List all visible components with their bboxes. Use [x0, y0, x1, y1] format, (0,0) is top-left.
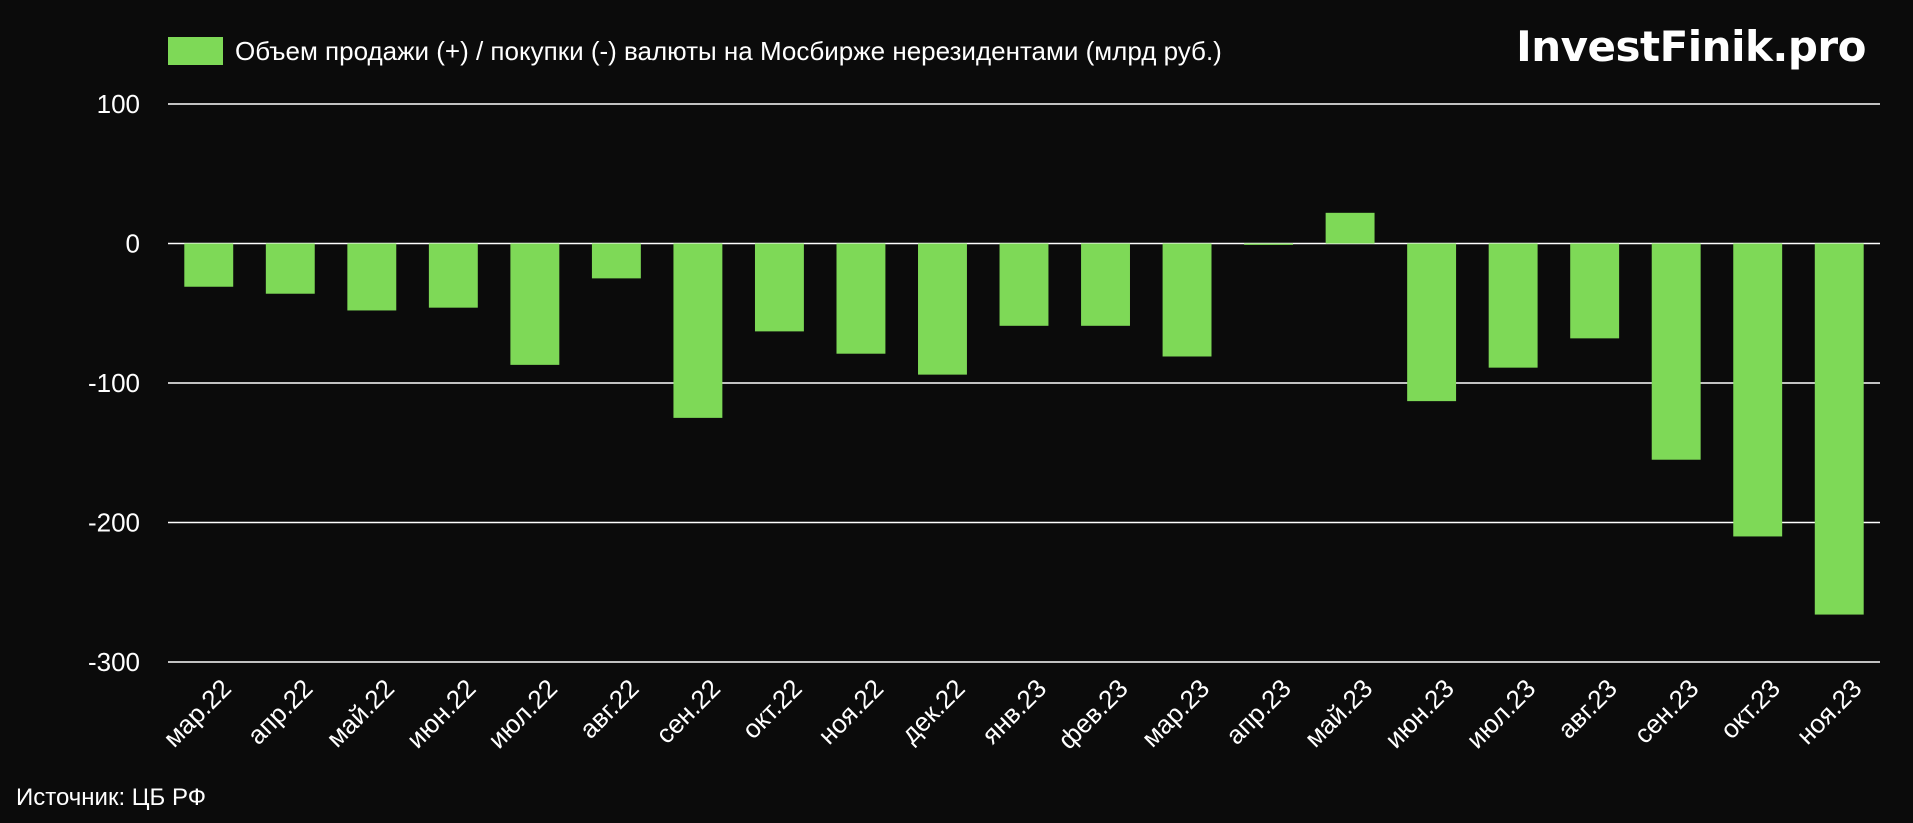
x-tick-label: июл.22 — [482, 673, 563, 754]
x-tick-label: сен.22 — [650, 673, 726, 749]
y-tick-label: 100 — [97, 89, 140, 119]
x-axis-labels: мар.22 апр.22 май.22 июн.22 июл.22 авг.22 сен.… — [157, 673, 1867, 755]
bar-ноя.22 — [836, 243, 886, 354]
brand-logo-text: InvestFinik.pro — [1516, 22, 1866, 71]
y-tick-label: -200 — [88, 508, 140, 538]
bar-авг.22 — [591, 243, 641, 279]
bar-дек.22 — [918, 243, 967, 375]
bar-окт.22 — [754, 243, 804, 332]
x-tick-label: июн.23 — [1379, 673, 1460, 754]
bar-ноя.23 — [1814, 243, 1864, 615]
x-tick-label: май.23 — [1298, 673, 1378, 753]
x-tick-label: окт.22 — [736, 673, 808, 745]
x-tick-label: дек.22 — [895, 673, 971, 749]
grid-lines — [168, 103, 1880, 663]
bar-июл.22 — [510, 243, 560, 365]
x-tick-label: янв.23 — [976, 673, 1053, 750]
x-tick-label: апр.22 — [241, 673, 318, 750]
bar-июл.23 — [1488, 243, 1538, 368]
x-tick-label: фев.23 — [1052, 673, 1134, 755]
y-tick-label: -300 — [88, 647, 140, 677]
bar-май.22 — [347, 243, 397, 311]
x-tick-label: мар.22 — [157, 673, 237, 753]
source-note: Источник: ЦБ РФ — [16, 784, 206, 811]
bar-июн.23 — [1407, 243, 1457, 402]
bar-окт.23 — [1733, 243, 1783, 537]
x-tick-label: июн.22 — [401, 673, 482, 754]
y-tick-label: 0 — [126, 229, 140, 259]
x-tick-label: ноя.22 — [812, 673, 889, 750]
legend: Объем продажи (+) / покупки (-) валюты н… — [168, 36, 1222, 66]
x-tick-label: июл.23 — [1460, 673, 1541, 754]
x-tick-label: апр.23 — [1220, 673, 1297, 750]
x-tick-label: сен.23 — [1628, 673, 1704, 749]
bar-янв.23 — [999, 243, 1049, 326]
y-tick-label: -100 — [88, 368, 140, 398]
x-tick-label: мар.23 — [1135, 673, 1215, 753]
x-tick-label: ноя.23 — [1790, 673, 1867, 750]
x-tick-label: авг.23 — [1552, 673, 1623, 744]
bar-мар.23 — [1162, 243, 1212, 357]
bar-апр.22 — [265, 243, 315, 294]
bar-сен.23 — [1651, 243, 1701, 460]
bar-май.23 — [1325, 212, 1375, 244]
bar-фев.23 — [1081, 243, 1130, 326]
x-tick-label: авг.22 — [573, 673, 644, 744]
y-axis-ticks: 100 0 -100 -200 -300 — [88, 89, 140, 677]
bar-апр.23 — [1244, 243, 1294, 245]
legend-label: Объем продажи (+) / покупки (-) валюты н… — [235, 35, 1222, 66]
x-tick-label: окт.23 — [1714, 673, 1786, 745]
bar-сен.22 — [673, 243, 723, 418]
x-tick-label: май.22 — [320, 673, 400, 753]
bars — [184, 212, 1864, 615]
bar-авг.23 — [1570, 243, 1620, 339]
bar-мар.22 — [184, 243, 234, 287]
legend-swatch — [168, 37, 223, 65]
bar-июн.22 — [428, 243, 478, 308]
